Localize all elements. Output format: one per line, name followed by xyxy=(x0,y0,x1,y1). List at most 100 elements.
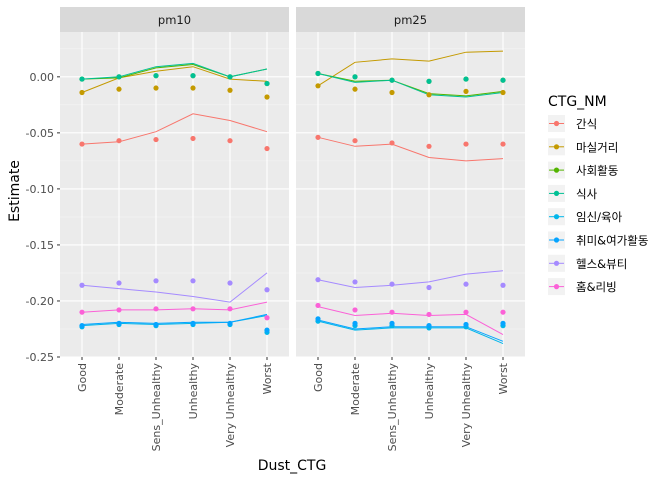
x-tick-label: Worst xyxy=(497,362,510,394)
legend-item-사회활동: 사회활동 xyxy=(548,161,618,179)
data-point-식사 xyxy=(153,73,159,79)
data-point-취미&여가활동 xyxy=(500,320,506,326)
x-tick-label: Sens_Unhealthy xyxy=(150,363,163,452)
data-point-간식 xyxy=(227,138,233,144)
data-point-간식 xyxy=(315,134,321,140)
x-axis-title: Dust_CTG xyxy=(258,458,327,474)
x-tick-label: Moderate xyxy=(113,363,126,416)
legend-item-헬스&뷰티: 헬스&뷰티 xyxy=(548,254,627,272)
data-point-헬스&뷰티 xyxy=(463,281,469,287)
x-tick-label: Very Unhealthy xyxy=(460,363,473,448)
facet-strip xyxy=(296,7,525,32)
x-tick-label: Good xyxy=(76,363,89,392)
data-point-취미&여가활동 xyxy=(153,321,159,328)
data-point-식사 xyxy=(426,78,432,84)
data-point-식사 xyxy=(463,76,469,82)
data-point-마실거리 xyxy=(79,89,85,96)
series-line-임신/육아 xyxy=(317,320,504,345)
data-point-취미&여가활동 xyxy=(352,320,358,326)
panel-background xyxy=(296,32,525,357)
legend-item-임신/육아: 임신/육아 xyxy=(548,208,623,226)
data-point-마실거리 xyxy=(227,87,233,93)
data-point-식사 xyxy=(389,77,395,83)
series-line-식사 xyxy=(317,73,504,98)
data-point-마실거리 xyxy=(500,89,506,96)
legend-key-point xyxy=(553,237,560,243)
data-point-홈&리빙 xyxy=(315,302,321,309)
x-tick-label: Worst xyxy=(261,362,274,394)
legend-item-간식: 간식 xyxy=(548,115,597,132)
series-line-사회활동 xyxy=(317,73,504,97)
data-point-홈&리빙 xyxy=(79,309,85,315)
data-point-간식 xyxy=(500,141,506,147)
facet-strip-label: pm10 xyxy=(158,13,191,27)
data-point-간식 xyxy=(116,138,122,144)
data-point-헬스&뷰티 xyxy=(79,282,85,288)
data-point-홈&리빙 xyxy=(389,309,395,315)
legend-label: 마실거리 xyxy=(576,140,618,154)
legend-label: 사회활동 xyxy=(576,164,618,178)
data-point-마실거리 xyxy=(315,83,321,89)
y-tick-label: -0.15 xyxy=(26,239,54,252)
legend-key-point xyxy=(553,167,560,173)
legend-item-마실거리: 마실거리 xyxy=(548,138,618,156)
data-point-간식 xyxy=(79,141,85,147)
data-point-마실거리 xyxy=(389,89,395,96)
data-point-식사 xyxy=(315,70,321,77)
data-point-식사 xyxy=(264,80,270,87)
y-tick-label: -0.05 xyxy=(26,127,54,140)
legend-label: 취미&여가활동 xyxy=(576,234,648,248)
data-point-마실거리 xyxy=(153,85,159,91)
data-point-취미&여가활동 xyxy=(116,320,122,326)
legend-key-point xyxy=(553,284,560,290)
data-point-홈&리빙 xyxy=(153,306,159,312)
data-point-홈&리빙 xyxy=(190,306,196,312)
data-point-간식 xyxy=(463,141,469,147)
legend-label: 홈&리빙 xyxy=(576,280,617,294)
facet-strip-label: pm25 xyxy=(394,13,427,27)
legend-label: 임신/육아 xyxy=(576,210,623,224)
data-point-홈&리빙 xyxy=(352,307,358,313)
panel-pm25: pm25 xyxy=(296,7,525,358)
data-point-헬스&뷰티 xyxy=(264,287,270,293)
x-tick-label: Very Unhealthy xyxy=(224,363,237,448)
legend-key-point xyxy=(553,120,560,127)
data-point-식사 xyxy=(227,74,233,80)
panel-pm10: pm10 xyxy=(60,7,289,358)
data-point-홈&리빙 xyxy=(264,315,270,321)
x-tick-label: Moderate xyxy=(349,363,362,416)
legend-label: 간식 xyxy=(576,117,597,131)
y-axis: 0.00 -0.05 -0.10 -0.15 -0.20 -0.25 xyxy=(26,71,60,364)
legend-key-point xyxy=(553,190,560,196)
data-point-취미&여가활동 xyxy=(190,320,196,326)
series-line-헬스&뷰티 xyxy=(81,272,268,303)
data-point-식사 xyxy=(352,74,358,80)
data-point-마실거리 xyxy=(116,86,122,92)
legend-item-취미&여가활동: 취미&여가활동 xyxy=(548,231,648,249)
data-point-식사 xyxy=(190,73,196,79)
data-point-취미&여가활동 xyxy=(426,323,432,329)
legend-title: CTG_NM xyxy=(548,94,607,110)
x-axis: Good Moderate Sens_Unhealthy Unhealthy Very … xyxy=(76,357,510,451)
data-point-헬스&뷰티 xyxy=(153,278,159,284)
series-line-간식 xyxy=(81,113,268,145)
data-point-취미&여가활동 xyxy=(315,316,321,322)
data-point-홈&리빙 xyxy=(500,309,506,315)
data-point-헬스&뷰티 xyxy=(426,284,432,291)
x-tick-label: Sens_Unhealthy xyxy=(386,363,399,452)
data-point-취미&여가활동 xyxy=(79,323,85,329)
series-line-취미&여가활동 xyxy=(317,319,504,342)
x-tick-label: Unhealthy xyxy=(423,363,436,420)
data-point-간식 xyxy=(190,135,196,142)
data-point-헬스&뷰티 xyxy=(315,277,321,283)
data-point-헬스&뷰티 xyxy=(227,280,233,286)
data-point-취미&여가활동 xyxy=(463,321,469,328)
data-point-마실거리 xyxy=(190,85,196,91)
series-line-마실거리 xyxy=(81,66,268,93)
data-point-취미&여가활동 xyxy=(389,320,395,326)
series-line-홈&리빙 xyxy=(81,301,268,313)
y-tick-label: -0.25 xyxy=(26,351,54,364)
legend-key-point xyxy=(553,144,560,150)
data-point-식사 xyxy=(79,76,85,82)
